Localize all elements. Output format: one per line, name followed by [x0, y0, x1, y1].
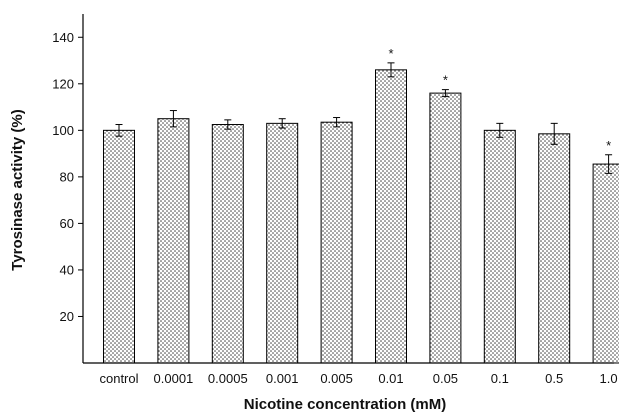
y-axis-title: Tyrosinase activity (%): [9, 109, 26, 270]
bar: [429, 92, 462, 364]
x-tick-label: 1.0: [600, 371, 618, 386]
error-bar: [496, 122, 504, 138]
bar: [266, 122, 299, 364]
y-tick-label: 60: [60, 216, 74, 231]
error-bar: [169, 110, 177, 128]
error-bar: [441, 89, 449, 98]
error-bar: [333, 117, 341, 128]
bar: [483, 129, 516, 364]
error-bar: [224, 119, 232, 130]
x-tick-label: 0.005: [320, 371, 353, 386]
bar: [157, 118, 190, 364]
error-bar: [387, 62, 395, 78]
significance-marker: *: [443, 73, 448, 88]
y-tick-label: 140: [52, 30, 74, 45]
error-bar: [278, 118, 286, 129]
x-tick-label: 0.001: [266, 371, 299, 386]
y-axis-ticks: 20 40 60 80 100 120 140: [52, 30, 83, 324]
x-tick-label: control: [99, 371, 138, 386]
y-tick-label: 100: [52, 123, 74, 138]
x-tick-label: 0.01: [378, 371, 403, 386]
bar: [211, 124, 244, 364]
x-axis-title: Nicotine concentration (mM): [244, 396, 447, 413]
y-tick-label: 40: [60, 262, 74, 277]
significance-marker: *: [388, 46, 393, 61]
y-tick-label: 80: [60, 169, 74, 184]
bar: [375, 69, 407, 364]
bar: [103, 129, 135, 364]
x-tick-label: 0.0001: [154, 371, 194, 386]
bar: [592, 163, 619, 364]
x-tick-label: 0.05: [433, 371, 458, 386]
bar: [538, 133, 571, 364]
y-tick-label: 120: [52, 76, 74, 91]
bar-series: * * *: [103, 46, 619, 364]
x-tick-label: 0.5: [545, 371, 563, 386]
error-bar: [550, 122, 558, 145]
error-bar: [115, 124, 123, 137]
bar: [320, 121, 353, 364]
y-tick-label: 20: [60, 309, 74, 324]
x-tick-label: 0.1: [491, 371, 509, 386]
x-tick-label: 0.0005: [208, 371, 248, 386]
error-bar: [605, 154, 613, 174]
x-axis-tick-labels: control 0.0001 0.0005 0.001 0.005 0.01 0.05 0.1…: [99, 371, 617, 386]
significance-marker: *: [606, 138, 611, 153]
